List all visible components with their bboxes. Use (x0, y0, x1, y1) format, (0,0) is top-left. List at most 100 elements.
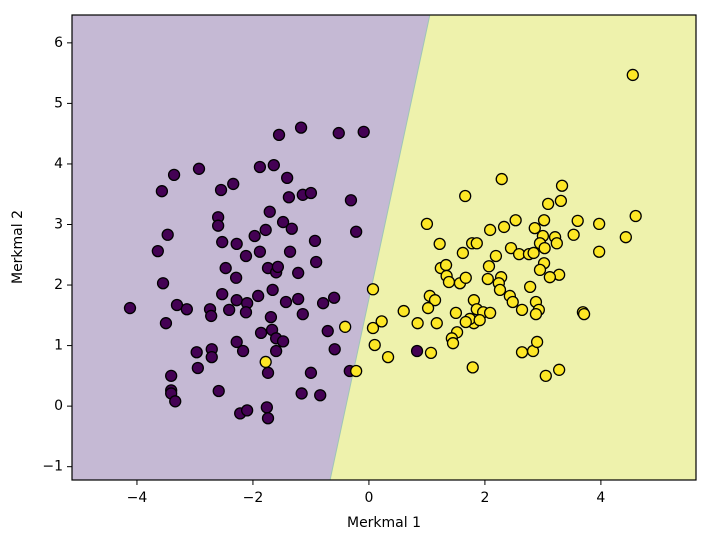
data-point (366, 321, 380, 335)
data-point (466, 361, 479, 374)
data-point (495, 172, 508, 186)
data-point (239, 306, 253, 319)
data-point (253, 245, 267, 258)
data-point (459, 271, 472, 284)
data-point (212, 384, 225, 398)
x-axis-label: Merkmal 1 (347, 515, 421, 531)
data-point (230, 294, 243, 307)
data-point (269, 344, 283, 358)
data-point (230, 237, 243, 251)
data-point (459, 189, 472, 203)
data-point (489, 249, 503, 263)
data-point (230, 335, 243, 349)
data-point (577, 307, 591, 321)
data-point (272, 128, 286, 142)
y-tick-label: 2 (54, 277, 63, 293)
y-tick-label: 1 (54, 338, 63, 354)
data-point (309, 255, 323, 269)
y-tick-label: −1 (42, 459, 63, 475)
data-point (276, 335, 290, 348)
data-point (229, 271, 243, 284)
data-point (539, 369, 552, 383)
data-point (316, 297, 330, 310)
data-point (593, 217, 606, 231)
data-point (449, 306, 463, 320)
data-point (264, 310, 278, 324)
data-point (483, 306, 497, 320)
y-tick-label: 0 (54, 398, 63, 414)
data-point (366, 283, 380, 296)
x-tick-label: −2 (243, 490, 264, 506)
data-point (259, 223, 272, 237)
data-point (552, 363, 566, 376)
data-point (446, 337, 460, 350)
data-point (483, 223, 497, 237)
data-point (205, 309, 218, 323)
data-point (533, 263, 547, 277)
data-point (254, 326, 268, 340)
data-point (420, 217, 434, 231)
data-point (205, 350, 218, 364)
data-point (266, 283, 279, 297)
data-point (538, 241, 551, 255)
data-point (321, 324, 334, 338)
data-point (304, 366, 318, 379)
decision-boundary (329, 14, 431, 481)
data-point (470, 237, 483, 250)
data-point (375, 315, 388, 328)
data-point (506, 295, 519, 309)
data-point (190, 346, 203, 359)
data-point (442, 275, 456, 289)
data-point (240, 404, 254, 417)
y-axis-label: Merkmal 2 (10, 210, 26, 284)
data-point (283, 245, 297, 258)
data-point (629, 209, 642, 223)
data-point (537, 214, 551, 227)
data-point (411, 317, 424, 330)
data-point (459, 315, 472, 329)
data-point (515, 303, 529, 317)
x-tick-label: −4 (127, 490, 148, 506)
data-point (328, 343, 341, 356)
data-point (433, 237, 446, 251)
data-point (285, 222, 298, 235)
data-point (555, 179, 569, 192)
data-point (296, 307, 309, 321)
data-point (223, 303, 236, 317)
data-point (530, 335, 544, 349)
data-point (543, 271, 557, 284)
data-point (332, 126, 345, 140)
data-point (428, 294, 442, 307)
data-point (344, 194, 358, 207)
data-point (151, 244, 164, 258)
data-point (167, 168, 181, 181)
data-point (276, 215, 290, 229)
data-point (381, 350, 395, 364)
data-point (493, 283, 507, 297)
data-point (271, 260, 285, 274)
data-point (571, 214, 584, 228)
data-point (410, 344, 424, 358)
data-point (295, 387, 308, 400)
data-point (473, 314, 486, 327)
data-point (161, 228, 174, 241)
data-point (397, 304, 410, 318)
y-tick-label: 4 (54, 156, 63, 172)
y-tick-label: 3 (54, 216, 63, 232)
data-point (292, 266, 305, 280)
data-point (338, 320, 352, 333)
data-point (619, 231, 632, 244)
data-point (282, 191, 296, 204)
data-point (294, 121, 308, 134)
data-point (424, 346, 438, 360)
data-point (267, 159, 280, 172)
data-point (593, 245, 606, 258)
data-point (292, 292, 305, 306)
x-tick-label: 4 (596, 490, 605, 506)
data-point (260, 401, 274, 414)
data-point (239, 249, 253, 263)
data-point (259, 355, 272, 369)
x-tick-label: 2 (480, 490, 489, 506)
data-point (350, 225, 363, 238)
data-point (304, 186, 318, 200)
